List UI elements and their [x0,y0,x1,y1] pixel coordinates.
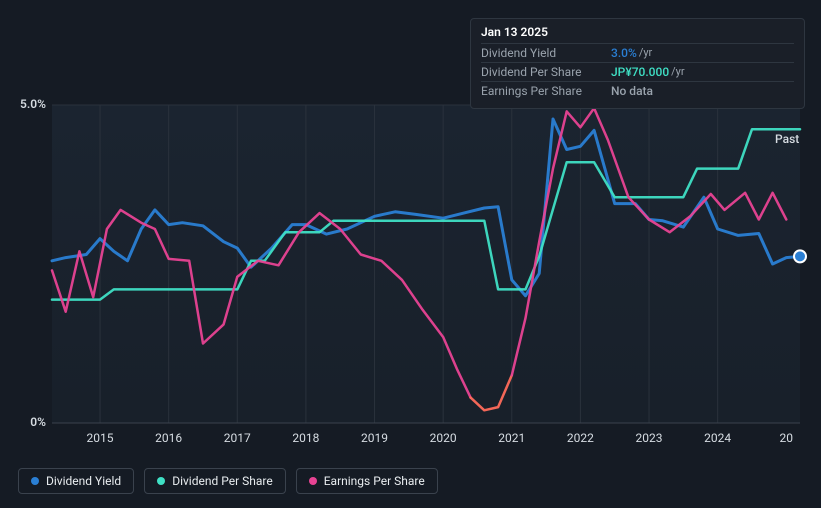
x-axis-label: 2015 [87,431,114,445]
tooltip-row-unit: /yr [671,65,684,79]
dividend-chart: Jan 13 2025 Dividend Yield3.0%/yrDividen… [0,0,821,508]
x-axis-label: 2021 [498,431,525,445]
tooltip-row-value: 3.0% [611,46,637,60]
past-label: Past [775,132,799,146]
x-axis-label: 2019 [361,431,388,445]
tooltip-row-label: Earnings Per Share [481,84,611,98]
tooltip-row-unit: /yr [639,46,652,60]
x-axis-label: 2020 [430,431,457,445]
legend-swatch [157,477,165,485]
tooltip-row-value: JP¥70.000 [611,65,669,79]
legend-item-dividend_per_share[interactable]: Dividend Per Share [144,468,286,494]
x-axis-label: 2016 [155,431,182,445]
x-axis-label: 2017 [224,431,251,445]
x-axis-label: 2018 [292,431,319,445]
tooltip-date: Jan 13 2025 [481,25,794,43]
legend-label: Earnings Per Share [324,474,425,488]
tooltip-row: Dividend Per ShareJP¥70.000/yr [481,62,794,81]
legend-item-dividend_yield[interactable]: Dividend Yield [18,468,134,494]
tooltip-row: Dividend Yield3.0%/yr [481,43,794,62]
x-axis-label: 2024 [704,431,731,445]
x-axis-label: 2023 [636,431,663,445]
legend-label: Dividend Yield [46,474,121,488]
tooltip-row-label: Dividend Per Share [481,65,611,79]
tooltip-row-label: Dividend Yield [481,46,611,60]
x-axis-label: 2022 [567,431,594,445]
legend-swatch [31,477,39,485]
tooltip-row-value: No data [611,84,653,98]
y-axis-label: 0% [6,415,46,429]
chart-legend: Dividend Yield Dividend Per Share Earnings… [18,468,438,494]
chart-tooltip: Jan 13 2025 Dividend Yield3.0%/yrDividen… [470,18,805,109]
y-axis-label: 5.0% [6,97,46,111]
legend-item-earnings_per_share[interactable]: Earnings Per Share [296,468,438,494]
tooltip-row: Earnings Per ShareNo data [481,81,794,100]
legend-label: Dividend Per Share [172,474,273,488]
legend-swatch [309,477,317,485]
x-axis-label: 20 [780,431,794,445]
